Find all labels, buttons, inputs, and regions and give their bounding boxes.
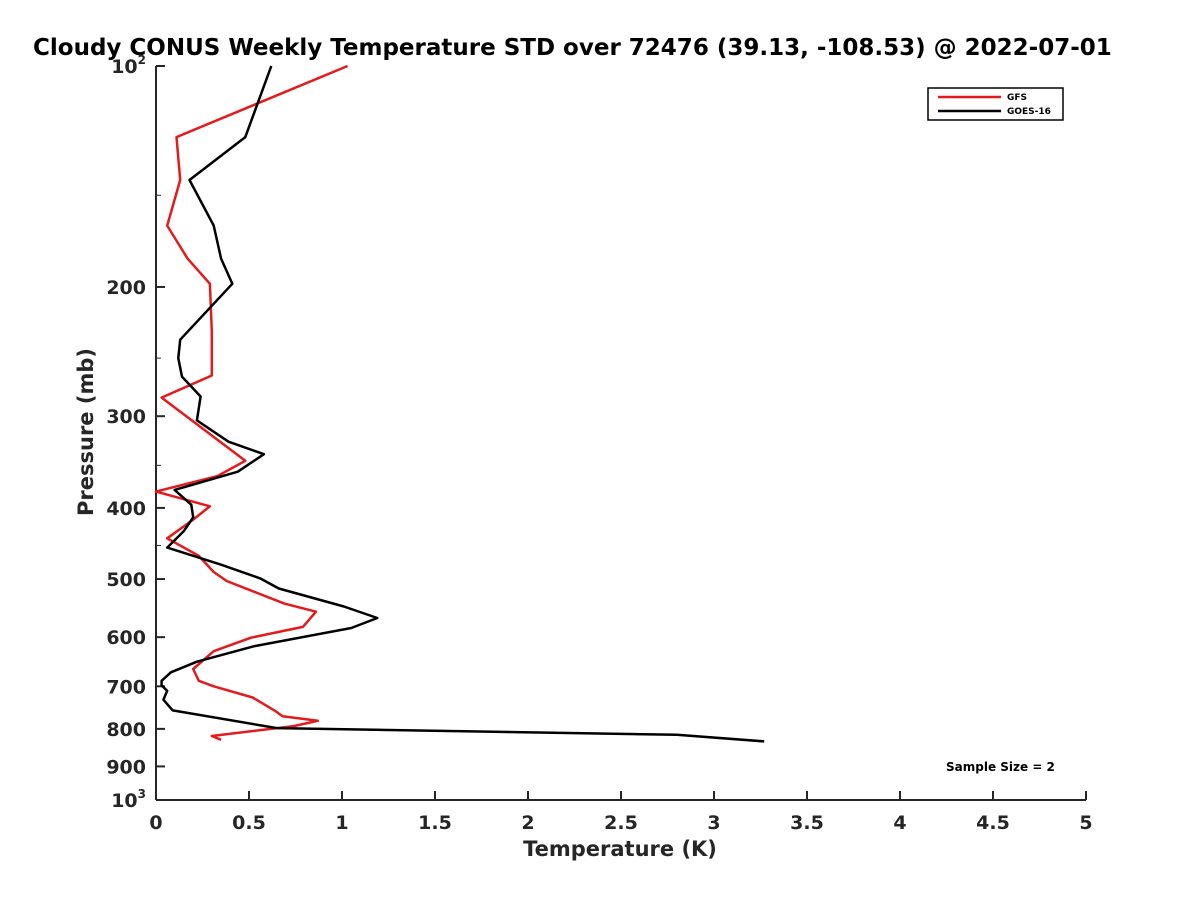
y-tick-label: 200 <box>106 277 146 299</box>
tick-marks: 0 0.5 1 1.5 2 2.5 3 3.5 4 4.5 5 102 200 300 400 500 600 7… <box>106 53 1092 834</box>
y-tick-label: 102 <box>111 53 146 78</box>
series-lines <box>154 64 765 743</box>
sample-size-annotation: Sample Size = 2 <box>946 760 1055 774</box>
x-tick-label: 0 <box>149 812 162 834</box>
y-tick-label: 300 <box>106 406 146 428</box>
legend-label-goes16: GOES-16 <box>1007 107 1051 117</box>
x-tick-label: 0.5 <box>232 812 266 834</box>
x-tick-label: 1.5 <box>418 812 452 834</box>
y-tick-label: 103 <box>111 787 146 812</box>
legend-box <box>927 87 1064 121</box>
x-tick-label: 5 <box>1079 812 1092 834</box>
x-tick-label: 3.5 <box>790 812 824 834</box>
y-tick-label: 500 <box>106 569 146 591</box>
axes <box>155 66 1086 801</box>
x-tick-label: 4.5 <box>976 812 1010 834</box>
chart-title: Cloudy CONUS Weekly Temperature STD over… <box>33 35 1112 61</box>
y-tick-label: 800 <box>106 719 146 741</box>
y-tick-label: 900 <box>106 756 146 778</box>
x-tick-label: 4 <box>893 812 906 834</box>
series-line-goes16 <box>160 65 765 743</box>
y-axis-label: Pressure (mb) <box>74 348 98 516</box>
x-tick-label: 2 <box>521 812 534 834</box>
legend-label-gfs: GFS <box>1007 93 1027 103</box>
x-tick-label: 2.5 <box>604 812 638 834</box>
y-tick-label: 400 <box>106 498 146 520</box>
x-axis-label: Temperature (K) <box>523 837 717 861</box>
legend: GFS GOES-16 <box>927 87 1064 121</box>
y-tick-label: 700 <box>106 676 146 698</box>
series-line-gfs <box>154 64 349 741</box>
x-tick-label: 1 <box>335 812 348 834</box>
x-tick-label: 3 <box>707 812 720 834</box>
y-tick-label: 600 <box>106 627 146 649</box>
